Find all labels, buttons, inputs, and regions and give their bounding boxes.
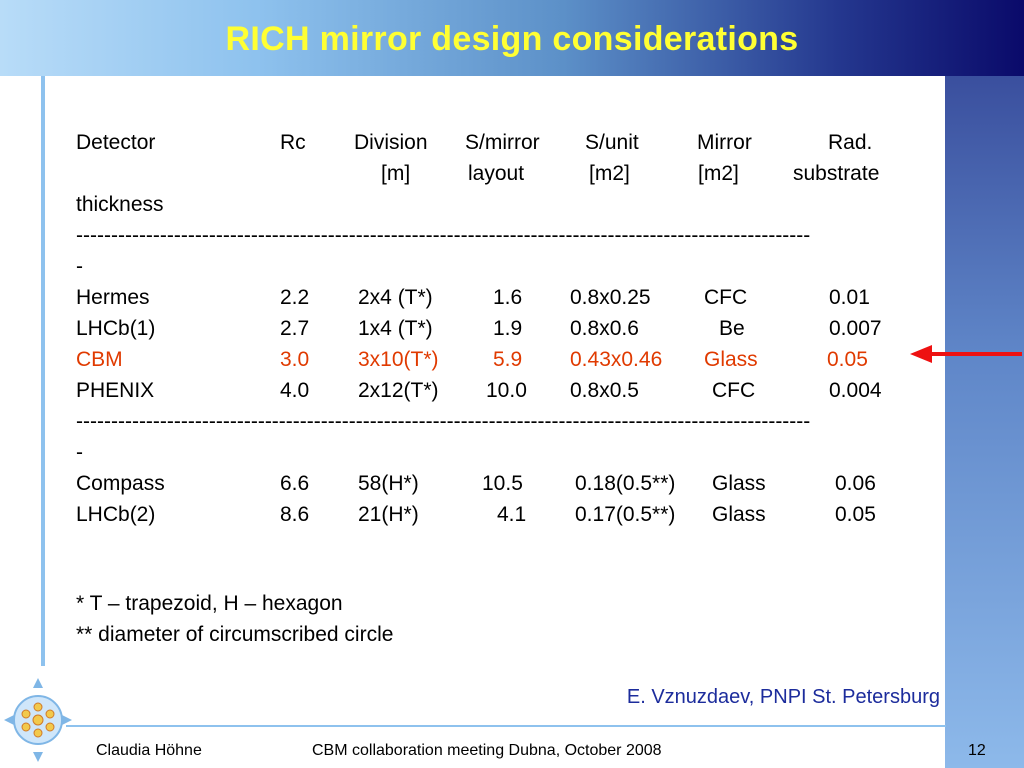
left-vertical-line <box>41 76 45 666</box>
cell-smirror: 4.1 <box>497 503 527 526</box>
cell-smirror: 1.9 <box>493 317 523 340</box>
header-smirror: S/mirror <box>465 131 540 154</box>
cell-rc: 2.2 <box>280 286 310 309</box>
cell-division: 2x12(T*) <box>358 379 439 402</box>
cell-division: 21(H*) <box>358 503 419 526</box>
header-rad: Rad. <box>828 131 873 154</box>
cell-sunit: 0.8x0.25 <box>570 286 651 309</box>
cell-division: 1x4 (T*) <box>358 317 433 340</box>
header-thickness: thickness <box>76 193 164 216</box>
cell-detector: PHENIX <box>76 379 155 402</box>
header-sunit-unit: [m2] <box>589 162 630 185</box>
header-layout: layout <box>468 162 525 185</box>
footer-page-number: 12 <box>968 742 986 759</box>
cell-substrate: CFC <box>704 286 748 309</box>
cell-sunit: 0.17(0.5**) <box>575 503 676 526</box>
header-mirror: Mirror <box>697 131 752 154</box>
cell-thickness: 0.06 <box>835 472 876 495</box>
cell-rc: 4.0 <box>280 379 310 402</box>
cell-rc: 6.6 <box>280 472 310 495</box>
cell-thickness: 0.007 <box>829 317 882 340</box>
cell-detector: CBM <box>76 348 123 371</box>
cell-sunit: 0.43x0.46 <box>570 348 663 371</box>
separator-2: ----------------------------------------… <box>76 410 811 433</box>
header-substrate: substrate <box>793 162 880 185</box>
cell-rc: 8.6 <box>280 503 310 526</box>
cell-smirror: 5.9 <box>493 348 523 371</box>
cell-division: 58(H*) <box>358 472 419 495</box>
cell-substrate: Be <box>719 317 745 340</box>
right-decor-bar <box>945 76 1024 768</box>
cell-detector: Compass <box>76 472 165 495</box>
header-mirror-unit: [m2] <box>698 162 739 185</box>
cell-smirror: 10.5 <box>482 472 523 495</box>
title-bar: RICH mirror design considerations <box>0 0 1024 76</box>
cell-sunit: 0.8x0.6 <box>570 317 639 340</box>
credit-text: E. Vznuzdaev, PNPI St. Petersburg <box>626 686 940 708</box>
cell-detector: LHCb(2) <box>76 503 156 526</box>
cell-thickness: 0.05 <box>835 503 876 526</box>
cell-substrate: Glass <box>712 472 766 495</box>
cell-substrate: Glass <box>712 503 766 526</box>
header-division-unit: [m] <box>381 162 411 185</box>
cell-thickness: 0.004 <box>829 379 882 402</box>
cell-smirror: 10.0 <box>486 379 527 402</box>
header-rc: Rc <box>280 131 306 154</box>
footer-event: CBM collaboration meeting Dubna, October… <box>312 742 662 759</box>
header-detector: Detector <box>76 131 156 154</box>
highlight-arrow-icon <box>910 345 1022 363</box>
cell-substrate: Glass <box>704 348 758 371</box>
slide-title: RICH mirror design considerations <box>225 20 799 58</box>
cell-sunit: 0.8x0.5 <box>570 379 639 402</box>
cell-division: 2x4 (T*) <box>358 286 433 309</box>
cell-rc: 3.0 <box>280 348 310 371</box>
cell-detector: Hermes <box>76 286 150 309</box>
cell-division: 3x10(T*) <box>358 348 439 371</box>
footer-line <box>66 725 946 727</box>
cell-substrate: CFC <box>712 379 756 402</box>
header-division: Division <box>354 131 428 154</box>
cell-detector: LHCb(1) <box>76 317 156 340</box>
footer-author: Claudia Höhne <box>96 742 202 759</box>
cell-smirror: 1.6 <box>493 286 523 309</box>
separator-1: ----------------------------------------… <box>76 224 811 247</box>
cell-thickness: 0.01 <box>829 286 870 309</box>
header-sunit: S/unit <box>585 131 639 154</box>
cbm-logo-icon <box>4 678 72 762</box>
cell-rc: 2.7 <box>280 317 310 340</box>
cell-thickness: 0.05 <box>827 348 868 371</box>
cell-sunit: 0.18(0.5**) <box>575 472 676 495</box>
